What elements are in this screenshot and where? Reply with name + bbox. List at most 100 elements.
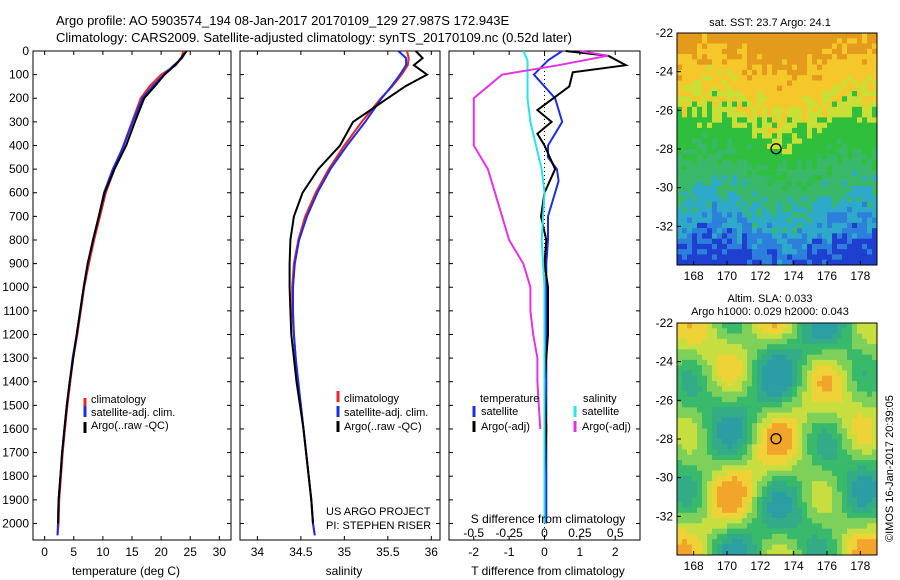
map-cell — [802, 207, 808, 213]
map-cell — [822, 338, 828, 345]
map-cell — [807, 523, 813, 529]
map-cell — [732, 539, 738, 545]
map-cell — [862, 238, 868, 245]
map-cell — [842, 259, 848, 266]
map-cell — [772, 344, 778, 350]
map-cell — [867, 112, 873, 118]
map-cell — [727, 533, 733, 540]
map-cell — [772, 43, 778, 50]
map-cell — [842, 75, 848, 81]
map-cell — [697, 154, 703, 160]
map-cell — [847, 228, 853, 234]
map-cell — [737, 243, 743, 250]
map-cell — [797, 196, 803, 203]
series-temperature-argo-adj- — [535, 50, 630, 477]
map-cell — [827, 423, 833, 429]
map-cell — [867, 349, 873, 355]
x-tick-label: 5 — [70, 545, 77, 559]
map-cell — [687, 475, 693, 482]
map-cell — [777, 207, 783, 213]
map-cell — [817, 449, 823, 456]
map-y-tick-label: -24 — [656, 355, 674, 369]
map-cell — [722, 412, 728, 419]
map-cell — [767, 80, 773, 87]
map-cell — [687, 48, 693, 55]
map-cell — [772, 423, 778, 429]
map-cell — [757, 254, 763, 261]
map-cell — [852, 222, 858, 229]
map-cell — [802, 518, 808, 524]
map-cell — [807, 154, 813, 160]
map-cell — [842, 539, 848, 545]
map-cell — [812, 133, 818, 139]
map-cell — [817, 344, 823, 350]
map-cell — [757, 544, 763, 551]
map-cell — [752, 454, 758, 461]
map-cell — [867, 518, 873, 524]
map-cell — [747, 143, 753, 150]
map-cell — [847, 518, 853, 524]
map-cell — [682, 528, 688, 535]
map-cell — [767, 101, 773, 108]
map-cell — [727, 328, 733, 334]
map-cell — [782, 338, 788, 345]
map-cell — [742, 91, 748, 97]
map-cell — [737, 91, 743, 97]
map-cell — [852, 106, 858, 113]
map-cell — [692, 96, 698, 102]
map-cell — [817, 96, 823, 102]
map-cell — [867, 391, 873, 398]
map-cell — [687, 370, 693, 377]
map-cell — [752, 465, 758, 471]
map-cell — [852, 328, 858, 334]
map-cell — [792, 43, 798, 50]
map-cell — [782, 101, 788, 108]
map-cell — [862, 207, 868, 213]
map-cell — [792, 191, 798, 197]
map-cell — [797, 96, 803, 102]
map-cell — [742, 396, 748, 403]
map-cell — [677, 133, 683, 139]
map-cell — [687, 365, 693, 371]
map-cell — [792, 323, 798, 329]
map-cell — [827, 523, 833, 529]
map-cell — [777, 238, 783, 245]
map-cell — [787, 43, 793, 50]
map-cell — [717, 238, 723, 245]
map-cell — [747, 222, 753, 229]
map-cell — [767, 512, 773, 519]
map-cell — [802, 396, 808, 403]
map-cell — [807, 412, 813, 419]
map-cell — [817, 228, 823, 234]
map-cell — [677, 338, 683, 345]
map-cell — [797, 101, 803, 108]
map-cell — [717, 370, 723, 377]
map-cell — [762, 460, 768, 466]
map-cell — [757, 491, 763, 498]
map-cell — [712, 370, 718, 377]
map-cell — [797, 138, 803, 145]
map-cell — [777, 117, 783, 123]
map-cell — [867, 428, 873, 435]
temp-legend: climatology satellite-adj. clim. Argo(..… — [83, 394, 175, 433]
map-cell — [767, 523, 773, 529]
map-cell — [732, 386, 738, 392]
map-cell — [852, 91, 858, 97]
map-cell — [867, 396, 873, 403]
map-cell — [782, 470, 788, 477]
map-cell — [792, 407, 798, 413]
map-cell — [822, 85, 828, 92]
map-cell — [772, 101, 778, 108]
map-cell — [692, 43, 698, 50]
map-cell — [842, 112, 848, 118]
map-cell — [742, 64, 748, 71]
map-cell — [857, 323, 863, 329]
map-cell — [737, 391, 743, 398]
map-cell — [792, 549, 798, 556]
map-cell — [767, 106, 773, 113]
map-cell — [682, 523, 688, 529]
map-cell — [872, 512, 878, 519]
map-cell — [837, 544, 843, 551]
map-cell — [852, 402, 858, 408]
map-cell — [677, 243, 683, 250]
